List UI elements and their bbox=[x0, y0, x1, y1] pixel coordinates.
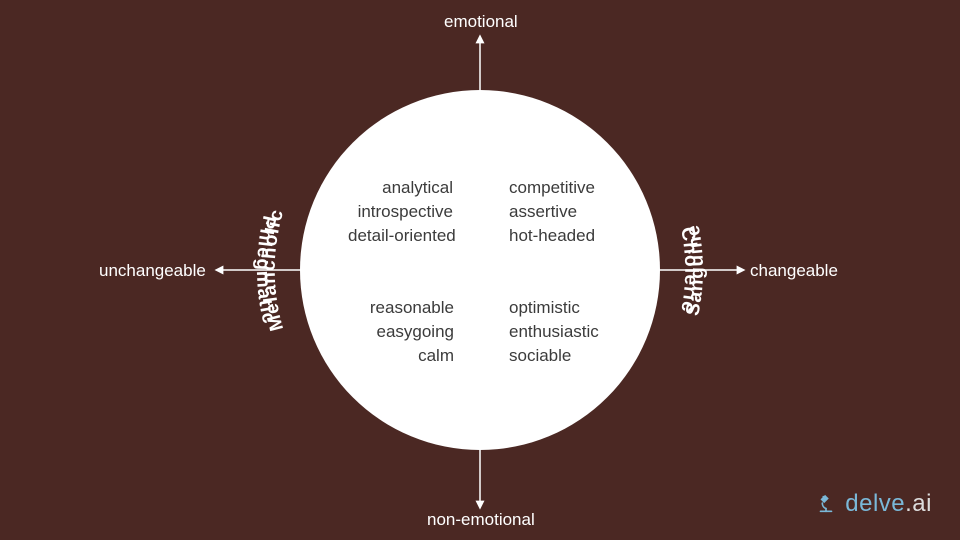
quadrant-titles: Melancholic Choleric Phlegmatic Sanguine bbox=[0, 0, 960, 540]
microscope-icon bbox=[815, 493, 837, 515]
brand-logo: delve.ai bbox=[815, 490, 932, 518]
brand-name: delve.ai bbox=[845, 490, 932, 518]
